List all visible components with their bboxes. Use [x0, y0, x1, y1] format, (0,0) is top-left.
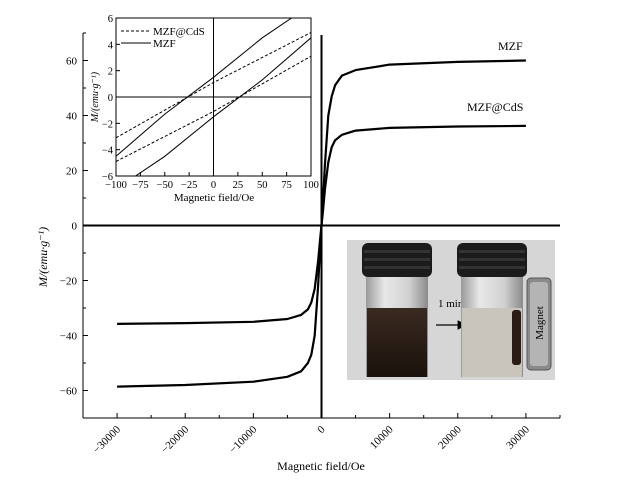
- mzf-curve-label: MZF: [498, 39, 523, 53]
- main-series: [117, 59, 526, 388]
- main-y-tick-label: 40: [66, 111, 78, 123]
- x-axis-label: Magnetic field/Oe: [277, 459, 365, 473]
- inset-y-tick-label: 4: [108, 40, 114, 51]
- inset-y-tick-label: 2: [108, 67, 113, 78]
- inset-x-tick-label: 50: [257, 180, 268, 191]
- main-y-tick-label: −40: [60, 331, 78, 343]
- inset-series-mzf-cds-upper-branch: [116, 32, 311, 139]
- attracted-particles: [512, 310, 521, 365]
- mzf-cds-curve-label: MZF@CdS: [467, 100, 523, 114]
- main-y-tick-label: −60: [60, 386, 78, 398]
- legend-label-mzf: MZF: [153, 38, 176, 50]
- inset-series-mzf-cds-lower-branch: [116, 55, 311, 162]
- inset-series-mzf-upper-branch: [116, 18, 293, 157]
- main-x-tick-label: 30000: [504, 423, 532, 451]
- inset-x-tick-label: 0: [211, 180, 216, 191]
- inset-ticks: −100 −75 −50 −25 0 25 50 75 100 −6 −4 −2 0 2 4 6: [102, 14, 319, 191]
- main-y-tick-label: −20: [60, 276, 78, 288]
- y-axis-label: M/(emu·g⁻¹): [36, 227, 50, 288]
- inset-y-tick-label: −4: [102, 146, 114, 157]
- inset-x-tick-label: −50: [157, 180, 173, 191]
- inset-x-axis-label: Magnetic field/Oe: [174, 192, 254, 204]
- vial-before-liquid: [367, 308, 427, 377]
- inset-legend: MZF@CdS MZF: [121, 26, 205, 50]
- inset-x-tick-label: −75: [132, 180, 148, 191]
- main-y-tick-label: 0: [72, 221, 78, 233]
- legend-label-mzf-cds: MZF@CdS: [153, 26, 205, 38]
- inset-axes: [115, 17, 312, 177]
- inset-x-tick-label: −25: [181, 180, 197, 191]
- inset-x-tick-label: 25: [233, 180, 244, 191]
- series-line-mzf-cds: [117, 124, 526, 325]
- main-x-tick-label: 10000: [368, 423, 396, 451]
- main-x-tick-label: 20000: [436, 423, 464, 451]
- main-x-tick-label: −20000: [159, 423, 192, 456]
- vial-photo: 1 min Magnet: [347, 240, 555, 380]
- arrow-time-label: 1 min: [438, 298, 464, 310]
- inset-series-mzf-lower-branch: [134, 37, 311, 176]
- inset-y-tick-label: 6: [108, 14, 113, 25]
- main-x-tick-label: −10000: [227, 423, 260, 456]
- inset-series-clipped: [116, 18, 311, 176]
- inset-x-tick-label: 100: [303, 180, 319, 191]
- inset-y-tick-label: 0: [108, 93, 113, 104]
- vial-before: [362, 243, 432, 377]
- inset-x-tick-label: 75: [281, 180, 292, 191]
- main-y-tick-label: 20: [66, 166, 78, 178]
- main-x-tick-label: 0: [315, 423, 328, 436]
- inset-series: [116, 18, 311, 176]
- inset-y-tick-label: −6: [102, 172, 113, 183]
- magnet-label: Magnet: [534, 306, 546, 340]
- vial-after: [457, 243, 527, 377]
- main-x-tick-label: −30000: [91, 423, 124, 456]
- inset-y-tick-label: −2: [102, 119, 113, 130]
- main-y-tick-label: 60: [66, 56, 78, 68]
- inset-y-axis-label: M/(emu·g⁻¹): [90, 71, 101, 123]
- inset-x-tick-label: −100: [105, 180, 127, 191]
- magnet: Magnet: [526, 277, 552, 371]
